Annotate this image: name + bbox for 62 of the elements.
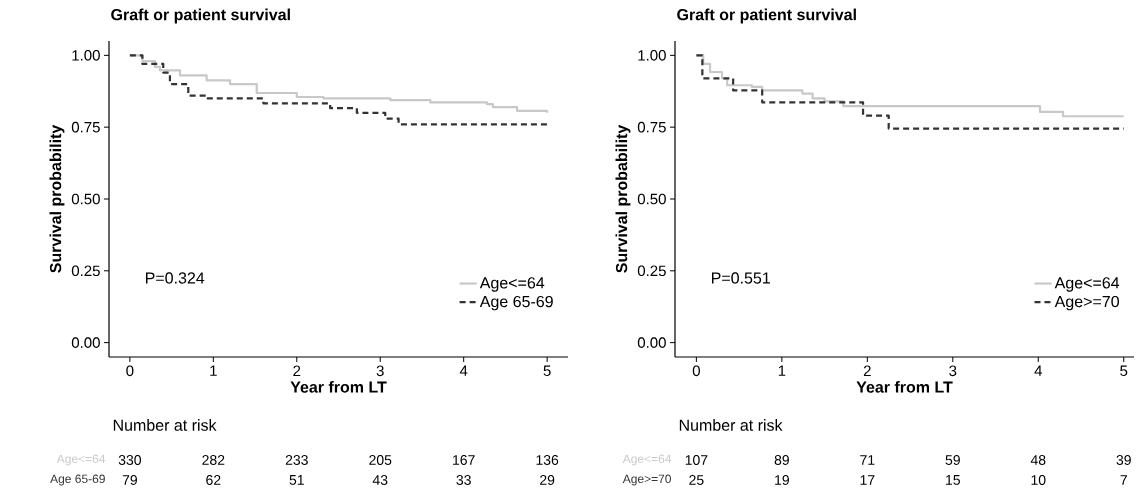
text: 17 bbox=[860, 475, 875, 485]
y-tick-label: 0.50 bbox=[71, 193, 100, 205]
x-axis-title: Year from LT bbox=[856, 381, 953, 393]
y-tick-label: 0.75 bbox=[71, 121, 100, 133]
text: Age 65-69 bbox=[50, 474, 105, 486]
y-tick-label: 0.25 bbox=[637, 265, 666, 277]
y-tick-label: 0.00 bbox=[637, 337, 666, 348]
text: Number at risk bbox=[679, 419, 783, 431]
x-tick-label: 3 bbox=[376, 365, 384, 377]
legend-label: Age>=70 bbox=[1054, 295, 1119, 311]
x-tick-label: 4 bbox=[1034, 365, 1043, 376]
text: 29 bbox=[540, 475, 555, 485]
y-tick-label: 0.50 bbox=[637, 193, 666, 205]
annotation: P=0.324 bbox=[145, 272, 205, 284]
text: 7 bbox=[1120, 475, 1127, 485]
text: 330 bbox=[118, 455, 142, 465]
x-tick-label: 5 bbox=[1120, 365, 1128, 376]
text: Age>=70 bbox=[622, 474, 672, 486]
text: 59 bbox=[945, 455, 960, 465]
x-tick-label: 1 bbox=[778, 365, 786, 376]
y-tick-label: 0.75 bbox=[637, 121, 666, 133]
x-tick-label: 3 bbox=[949, 365, 957, 377]
y-tick-label: 1.00 bbox=[72, 50, 100, 61]
text: 71 bbox=[860, 455, 875, 465]
x-tick-label: 5 bbox=[543, 365, 551, 376]
text: 15 bbox=[946, 475, 960, 485]
y-axis-title: Survival probability bbox=[615, 124, 631, 273]
text: 62 bbox=[206, 475, 221, 485]
x-tick-label: 4 bbox=[459, 365, 468, 376]
text: 205 bbox=[369, 455, 392, 465]
chart-title: Graft or patient survival bbox=[111, 8, 290, 24]
y-tick-label: 0.25 bbox=[71, 265, 100, 277]
text: 107 bbox=[685, 455, 708, 465]
y-axis-title: Survival probability bbox=[49, 124, 65, 273]
y-tick-label: 1.00 bbox=[638, 50, 666, 61]
legend-label: Age 65-69 bbox=[479, 295, 553, 311]
text: 51 bbox=[289, 475, 304, 485]
annotation: P=0.551 bbox=[711, 272, 770, 284]
x-tick-label: 2 bbox=[863, 365, 871, 376]
text: 282 bbox=[202, 455, 225, 465]
text: 167 bbox=[453, 455, 475, 465]
text: 79 bbox=[122, 475, 137, 485]
text: 43 bbox=[372, 475, 388, 485]
text: 33 bbox=[456, 475, 471, 485]
text: 39 bbox=[1116, 455, 1131, 465]
legend-label: Age<=64 bbox=[479, 277, 545, 292]
x-axis-title: Year from LT bbox=[290, 381, 387, 393]
y-tick-label: 0.00 bbox=[71, 337, 100, 348]
text: 136 bbox=[536, 455, 559, 465]
text: 89 bbox=[774, 455, 789, 465]
chart-title: Graft or patient survival bbox=[677, 8, 856, 24]
x-tick-label: 0 bbox=[126, 365, 134, 377]
text: 233 bbox=[285, 455, 308, 465]
x-tick-label: 2 bbox=[293, 365, 301, 376]
text: 10 bbox=[1031, 475, 1046, 485]
legend-label: Age<=64 bbox=[1054, 277, 1120, 292]
text: Number at risk bbox=[113, 419, 217, 431]
text: 25 bbox=[689, 475, 704, 485]
x-tick-label: 0 bbox=[692, 365, 700, 377]
x-tick-label: 1 bbox=[210, 365, 217, 376]
text: 19 bbox=[775, 475, 789, 485]
text: 48 bbox=[1030, 455, 1046, 465]
